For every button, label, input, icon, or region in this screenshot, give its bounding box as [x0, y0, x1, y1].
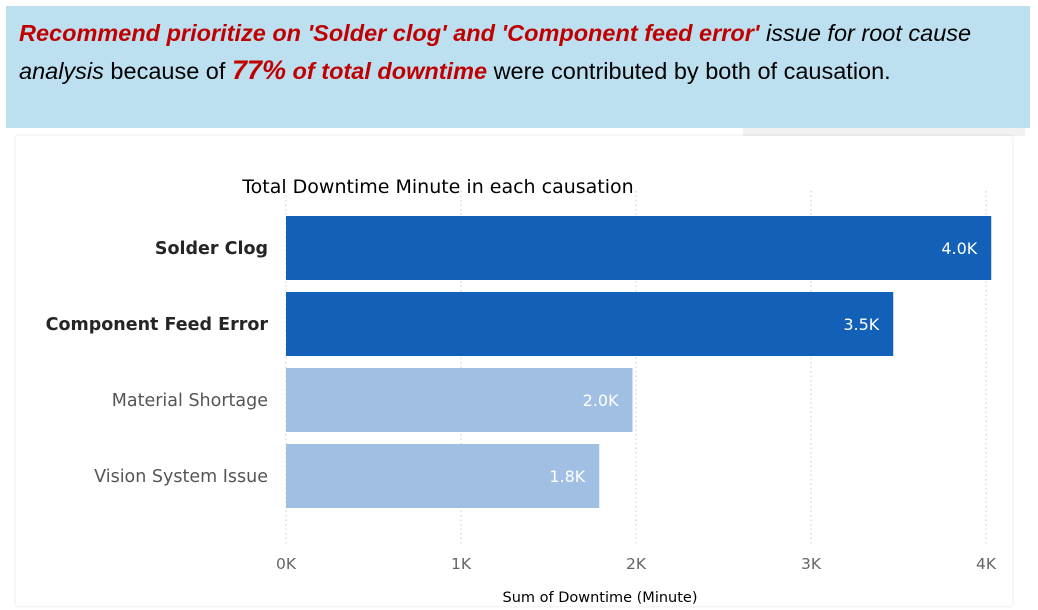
- category-labels: Solder Clog Component Feed Error Material …: [46, 239, 269, 487]
- bar[interactable]: [286, 444, 600, 508]
- bars: 4.0K 3.5K 2.0K 1.8K: [286, 216, 992, 508]
- category-label: Component Feed Error: [46, 315, 269, 335]
- category-label: Solder Clog: [155, 239, 268, 259]
- insight-emphasis-causes: Recommend prioritize on 'Solder clog' an…: [19, 20, 760, 46]
- bar-data-label: 3.5K: [843, 315, 879, 334]
- bar-data-label: 4.0K: [941, 239, 977, 258]
- bar[interactable]: [286, 292, 894, 356]
- panel-edge: [743, 128, 1025, 136]
- insight-emphasis-downtime: of total downtime: [286, 58, 488, 84]
- insight-text: Recommend prioritize on 'Solder clog' an…: [19, 15, 1016, 90]
- bar-chart: 4.0K 3.5K 2.0K 1.8K Solder Clog Component Fe…: [46, 176, 997, 606]
- insight-text-plain: because of: [103, 58, 232, 84]
- bar[interactable]: [286, 216, 992, 280]
- chart-panel: 4.0K 3.5K 2.0K 1.8K Solder Clog Component Fe…: [16, 136, 1012, 606]
- insight-emphasis-percent: 77%: [231, 55, 286, 85]
- x-tick-label: 4K: [976, 555, 997, 573]
- insight-text-tail: were contributed by both of causation.: [487, 58, 891, 84]
- x-tick-label: 1K: [451, 555, 472, 573]
- bar-data-label: 2.0K: [583, 391, 619, 410]
- tick-labels: 0K 1K 2K 3K 4K: [276, 555, 997, 573]
- category-label: Vision System Issue: [94, 467, 268, 487]
- x-tick-label: 0K: [276, 555, 297, 573]
- category-label: Material Shortage: [112, 391, 268, 411]
- bar-data-label: 1.8K: [549, 467, 585, 486]
- x-tick-label: 2K: [626, 555, 647, 573]
- bar[interactable]: [286, 368, 633, 432]
- insight-text-italic: issue for root cause analysis: [19, 20, 972, 84]
- insight-banner: Recommend prioritize on 'Solder clog' an…: [6, 6, 1030, 128]
- chart-title: Total Downtime Minute in each causation: [241, 176, 633, 198]
- x-axis-label: Sum of Downtime (Minute): [502, 590, 697, 606]
- x-tick-label: 3K: [801, 555, 822, 573]
